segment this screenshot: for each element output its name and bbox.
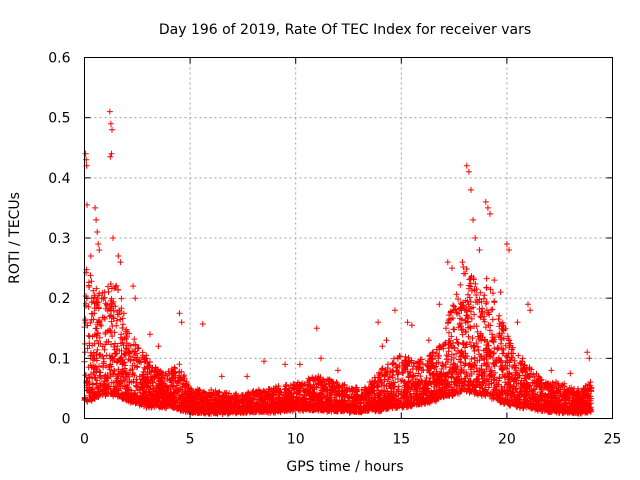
x-tick-label: 5 [186, 432, 195, 448]
roti-scatter-series [81, 108, 595, 418]
x-tick-label: 15 [392, 432, 410, 448]
y-tick-label: 0.5 [48, 111, 70, 127]
data-points [81, 108, 595, 418]
grid-lines [84, 57, 613, 419]
y-tick-label: 0.6 [48, 51, 70, 67]
x-tick-label: 25 [604, 432, 622, 448]
plot-frame [84, 57, 613, 419]
axis-ticks [84, 57, 613, 419]
y-tick-label: 0.2 [48, 291, 70, 307]
chart-title: Day 196 of 2019, Rate Of TEC Index for r… [159, 22, 531, 38]
x-axis-label: GPS time / hours [286, 459, 403, 475]
x-tick-label: 10 [287, 432, 305, 448]
y-tick-label: 0.4 [48, 171, 70, 187]
y-tick-label: 0.3 [48, 231, 70, 247]
y-axis-label: ROTI / TECUs [7, 192, 23, 284]
y-tick-label: 0 [62, 412, 71, 428]
y-tick-label: 0.1 [48, 351, 70, 367]
x-tick-label: 0 [80, 432, 89, 448]
tick-labels: 0 5 10 15 20 25 0 0.1 0.2 0.3 0.4 0.5 0.6 [48, 51, 621, 448]
x-tick-label: 20 [498, 432, 516, 448]
